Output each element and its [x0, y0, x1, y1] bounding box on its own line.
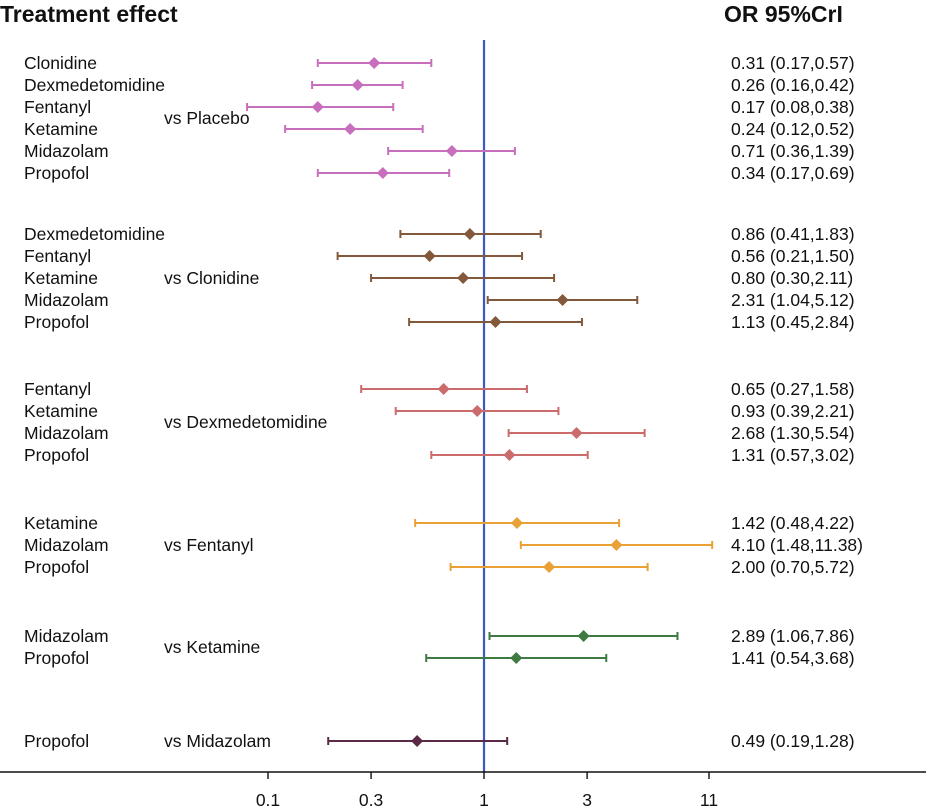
treatment-label: Ketamine [24, 268, 98, 288]
or-ci-value: 0.93 (0.39,2.21) [731, 401, 855, 421]
treatment-label: Propofol [24, 163, 89, 183]
point-estimate-diamond [368, 57, 381, 69]
point-estimate-diamond [510, 652, 523, 664]
point-estimate-diamond [577, 630, 590, 642]
or-ci-value: 1.31 (0.57,3.02) [731, 445, 855, 465]
point-estimate-diamond [344, 123, 357, 135]
or-ci-value: 0.80 (0.30,2.11) [731, 268, 853, 288]
treatment-label: Propofol [24, 648, 89, 668]
point-estimate-diamond [457, 272, 470, 284]
treatment-label: Dexmedetomidine [24, 224, 165, 244]
x-tick-label: 3 [582, 790, 592, 810]
point-estimate-diamond [423, 250, 436, 262]
treatment-label: Dexmedetomidine [24, 75, 165, 95]
or-ci-value: 0.26 (0.16,0.42) [731, 75, 855, 95]
comparator-label: vs Ketamine [164, 637, 260, 657]
point-estimate-diamond [471, 405, 484, 417]
comparison-group: vs Fentanyl Ketamine 1.42 (0.48,4.22) Midaz… [24, 513, 863, 577]
comparison-group: vs Dexmedetomidine Fentanyl 0.65 (0.27,1.5… [24, 379, 855, 465]
point-estimate-diamond [543, 561, 556, 573]
left-header: Treatment effect [0, 1, 178, 27]
comparator-label: vs Placebo [164, 108, 250, 128]
or-ci-value: 0.86 (0.41,1.83) [731, 224, 855, 244]
right-header: OR 95%CrI [724, 1, 843, 27]
point-estimate-diamond [311, 101, 324, 113]
point-estimate-diamond [489, 316, 502, 328]
comparison-group: vs Placebo Clonidine 0.31 (0.17,0.57) Dexme… [24, 53, 855, 183]
or-ci-value: 0.34 (0.17,0.69) [731, 163, 855, 183]
or-ci-value: 0.65 (0.27,1.58) [731, 379, 855, 399]
comparison-group: vs Midazolam Propofol 0.49 (0.19,1.28) [24, 731, 855, 751]
comparator-label: vs Fentanyl [164, 535, 253, 555]
comparator-label: vs Clonidine [164, 268, 259, 288]
or-ci-value: 0.24 (0.12,0.52) [731, 119, 855, 139]
point-estimate-diamond [445, 145, 458, 157]
comparator-label: vs Dexmedetomidine [164, 412, 327, 432]
or-ci-value: 0.49 (0.19,1.28) [731, 731, 855, 751]
or-ci-value: 2.31 (1.04,5.12) [731, 290, 855, 310]
or-ci-value: 0.71 (0.36,1.39) [731, 141, 855, 161]
or-ci-value: 1.42 (0.48,4.22) [731, 513, 855, 533]
treatment-label: Midazolam [24, 626, 109, 646]
or-ci-value: 1.41 (0.54,3.68) [731, 648, 855, 668]
treatment-label: Midazolam [24, 290, 109, 310]
point-estimate-diamond [570, 427, 583, 439]
treatment-label: Ketamine [24, 513, 98, 533]
x-tick-label: 1 [479, 790, 489, 810]
treatment-label: Propofol [24, 312, 89, 332]
point-estimate-diamond [610, 539, 623, 551]
treatment-label: Propofol [24, 445, 89, 465]
point-estimate-diamond [376, 167, 389, 179]
or-ci-value: 2.00 (0.70,5.72) [731, 557, 855, 577]
treatment-label: Ketamine [24, 401, 98, 421]
comparison-group: vs Ketamine Midazolam 2.89 (1.06,7.86) Prop… [24, 626, 855, 668]
point-estimate-diamond [437, 383, 450, 395]
point-estimate-diamond [556, 294, 569, 306]
treatment-label: Clonidine [24, 53, 97, 73]
point-estimate-diamond [510, 517, 523, 529]
treatment-label: Midazolam [24, 141, 109, 161]
point-estimate-diamond [351, 79, 364, 91]
treatment-label: Midazolam [24, 423, 109, 443]
point-estimate-diamond [411, 735, 424, 747]
treatment-label: Ketamine [24, 119, 98, 139]
x-axis-ticks: 0.1 0.3 1 3 11 [256, 772, 718, 810]
comparison-groups: vs Placebo Clonidine 0.31 (0.17,0.57) Dexme… [24, 53, 863, 751]
or-ci-value: 0.56 (0.21,1.50) [731, 246, 855, 266]
comparator-label: vs Midazolam [164, 731, 271, 751]
treatment-label: Propofol [24, 731, 89, 751]
treatment-label: Midazolam [24, 535, 109, 555]
x-tick-label: 11 [700, 790, 718, 810]
point-estimate-diamond [503, 449, 516, 461]
treatment-label: Fentanyl [24, 379, 91, 399]
x-tick-label: 0.3 [359, 790, 383, 810]
or-ci-value: 4.10 (1.48,11.38) [731, 535, 863, 555]
comparison-group: vs Clonidine Dexmedetomidine 0.86 (0.41,1.… [24, 224, 855, 332]
x-tick-label: 0.1 [256, 790, 280, 810]
treatment-label: Fentanyl [24, 97, 91, 117]
or-ci-value: 1.13 (0.45,2.84) [731, 312, 855, 332]
or-ci-value: 2.89 (1.06,7.86) [731, 626, 855, 646]
treatment-label: Propofol [24, 557, 89, 577]
or-ci-value: 0.17 (0.08,0.38) [731, 97, 855, 117]
or-ci-value: 2.68 (1.30,5.54) [731, 423, 855, 443]
or-ci-value: 0.31 (0.17,0.57) [731, 53, 855, 73]
point-estimate-diamond [463, 228, 476, 240]
treatment-label: Fentanyl [24, 246, 91, 266]
